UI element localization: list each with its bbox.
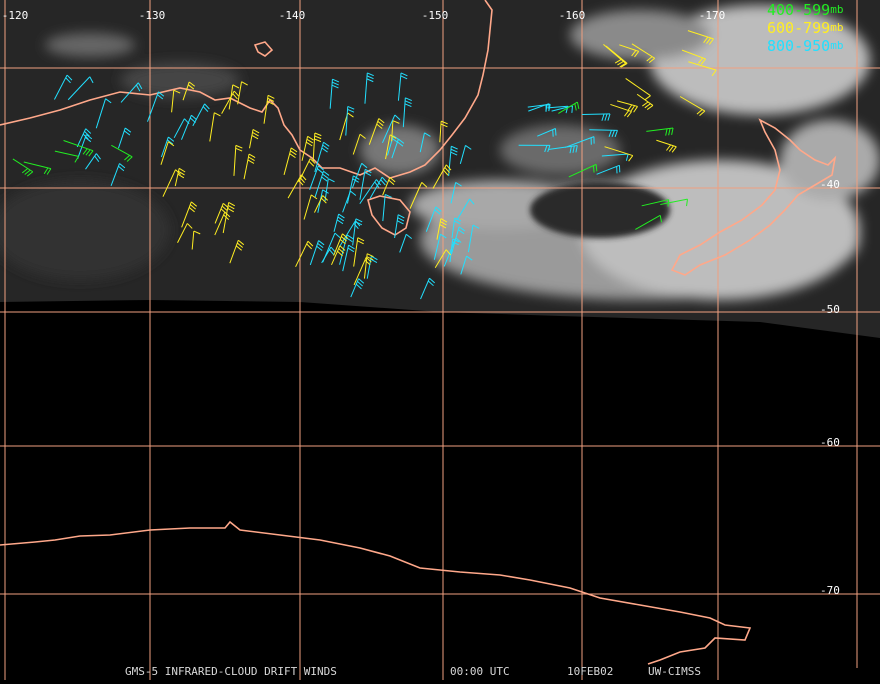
latitude-label: -40 — [820, 178, 840, 191]
legend-entry: 800-950mb — [767, 37, 843, 55]
barb-flag — [553, 130, 554, 137]
barb-shaft — [582, 114, 610, 115]
legend-unit: mb — [830, 3, 843, 16]
footer-time: 00:00 UTC — [450, 665, 510, 678]
legend-unit: mb — [830, 21, 843, 34]
footer-date: 10FEB02 — [567, 665, 613, 678]
longitude-label: -150 — [422, 9, 449, 22]
barb-flag — [555, 129, 556, 136]
latitude-label: -70 — [820, 584, 840, 597]
longitude-label: -160 — [559, 9, 586, 22]
legend-entry: 400-599mb — [767, 1, 843, 19]
longitude-label: -130 — [139, 9, 166, 22]
footer-source: UW-CIMSS — [648, 665, 701, 678]
barb-flag — [572, 106, 573, 113]
longitude-label: -120 — [2, 9, 29, 22]
cloud-gap — [530, 182, 670, 238]
latitude-label: -50 — [820, 303, 840, 316]
legend-entry: 600-799mb — [767, 19, 843, 37]
longitude-label: -140 — [279, 9, 306, 22]
legend-label: 800-950 — [767, 37, 830, 55]
latitude-label: -60 — [820, 436, 840, 449]
legend-label: 400-599 — [767, 1, 830, 19]
legend-unit: mb — [830, 39, 843, 52]
longitude-label: -170 — [699, 9, 726, 22]
footer-title: GMS-5 INFRARED-CLOUD DRIFT WINDS — [125, 665, 337, 678]
barb-shaft — [589, 130, 617, 131]
legend-label: 600-799 — [767, 19, 830, 37]
